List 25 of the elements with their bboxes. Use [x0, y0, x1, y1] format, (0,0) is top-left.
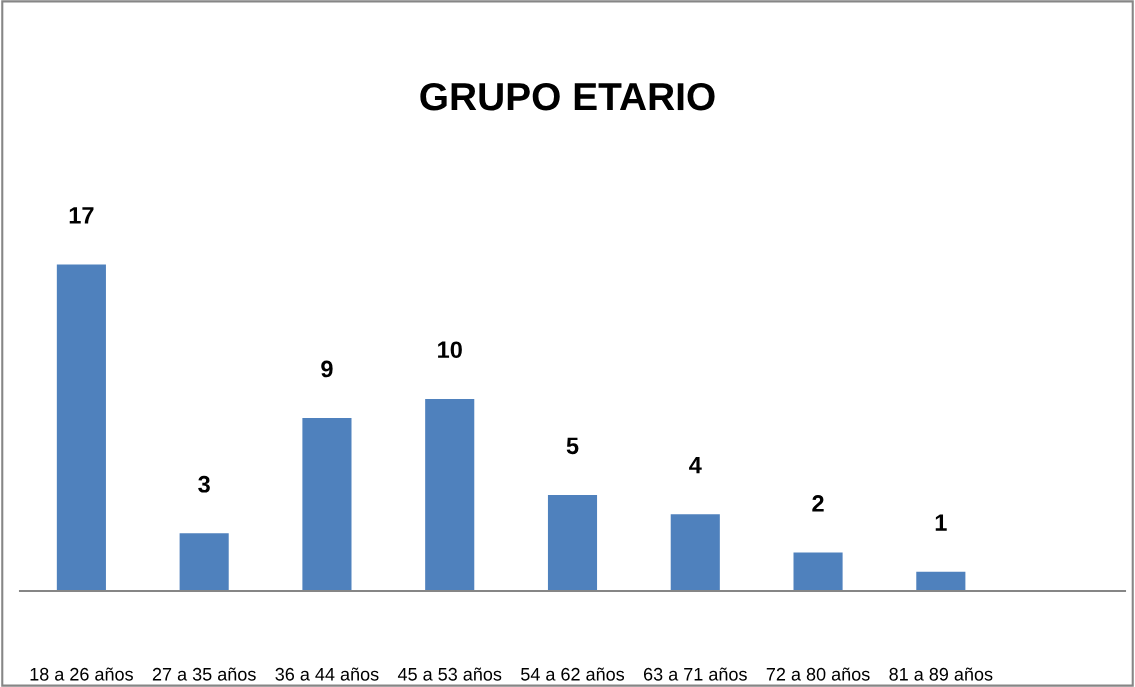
x-tick-label: 54 a 62 años [521, 667, 625, 681]
bar [179, 533, 229, 591]
data-label: 10 [438, 341, 462, 359]
bar [670, 514, 720, 591]
data-label: 17 [69, 207, 94, 224]
bar [547, 494, 598, 591]
x-tick-label: 36 a 44 años [275, 667, 379, 681]
bar [302, 418, 352, 591]
x-tick-label: 18 a 26 años [30, 667, 133, 681]
bar [916, 571, 966, 591]
bar [793, 552, 843, 591]
chart-title: GRUPO ETARIO [420, 82, 715, 111]
data-label: 4 [689, 456, 702, 474]
x-tick-label: 27 a 35 años [152, 667, 256, 681]
x-tick-label: 63 a 71 años [643, 667, 747, 681]
data-label: 5 [566, 437, 579, 455]
data-label: 1 [935, 514, 947, 531]
data-label: 2 [812, 495, 824, 512]
x-tick-label: 45 a 53 años [397, 667, 502, 681]
data-label: 3 [198, 475, 210, 493]
bar [425, 398, 475, 591]
x-tick-label: 72 a 80 años [766, 667, 870, 681]
x-tick-label: 81 a 89 años [889, 667, 993, 681]
data-label: 9 [321, 360, 333, 378]
bar [56, 264, 106, 591]
